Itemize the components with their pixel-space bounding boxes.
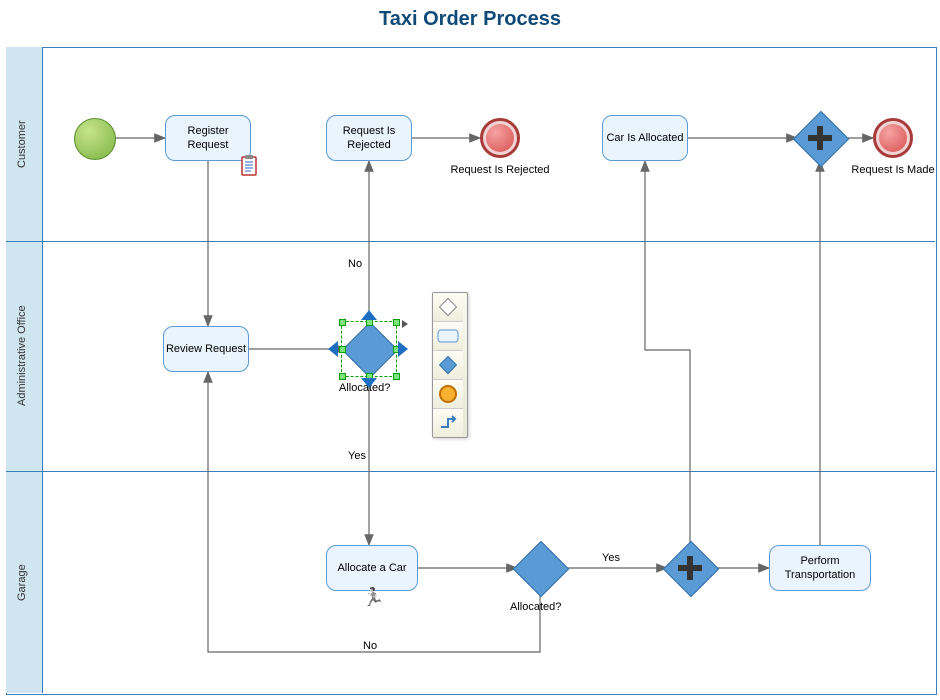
selection-handle-3[interactable] — [339, 346, 346, 353]
lane-divider-1 — [6, 241, 935, 242]
gateway-plus-v — [687, 556, 693, 580]
selection-arrow-down[interactable] — [361, 378, 377, 388]
end-event-inner — [879, 124, 907, 152]
task-review[interactable]: Review Request — [163, 326, 249, 372]
gateway-label-gw_alloc2: Allocated? — [510, 601, 600, 613]
toolbar-item-task-outline[interactable] — [433, 322, 463, 351]
edge-label-4: Yes — [348, 450, 366, 462]
start-event[interactable] — [74, 118, 116, 160]
end-event-label-end_made: Request Is Made — [838, 164, 940, 176]
task-rejected_msg[interactable]: Request Is Rejected — [326, 115, 412, 161]
gateway-plus-v — [817, 126, 823, 150]
task-allocated_msg[interactable]: Car Is Allocated — [602, 115, 688, 161]
edge-label-3: No — [348, 258, 362, 270]
edge-label-8: No — [363, 640, 377, 652]
selection-handle-2[interactable] — [393, 319, 400, 326]
selection-handle-5[interactable] — [339, 373, 346, 380]
toolbar-item-event-end[interactable] — [433, 380, 463, 409]
selection-arrow-up[interactable] — [361, 310, 377, 320]
clipboard-icon — [241, 155, 259, 177]
task-allocate_car[interactable]: Allocate a Car — [326, 545, 418, 591]
lane-label-2: Garage — [10, 471, 34, 695]
diagram-title: Taxi Order Process — [0, 8, 940, 31]
end-event-inner — [486, 124, 514, 152]
diagram-canvas[interactable]: Taxi Order Process CustomerAdministrative… — [0, 0, 940, 700]
toolbar-item-connector[interactable] — [433, 409, 463, 437]
toolbar-item-gateway-filled[interactable] — [433, 351, 463, 380]
selection-arrow-right[interactable] — [398, 341, 408, 357]
toolbar-item-gateway-outline[interactable] — [433, 293, 463, 322]
runner-icon: 🏃 — [362, 587, 384, 608]
selection-play-icon[interactable] — [402, 320, 408, 328]
selection-handle-7[interactable] — [393, 373, 400, 380]
lane-label-divider — [42, 47, 43, 693]
edge-label-7: Yes — [602, 552, 620, 564]
selection-arrow-left[interactable] — [328, 341, 338, 357]
end-event-label-end_rejected: Request Is Rejected — [445, 164, 555, 176]
lane-label-1: Administrative Office — [10, 241, 34, 471]
shape-toolbar[interactable] — [432, 292, 468, 438]
end-event-end_rejected[interactable] — [480, 118, 520, 158]
gateway-label-gw_alloc1: Allocated? — [339, 382, 429, 394]
task-perform[interactable]: Perform Transportation — [769, 545, 871, 591]
task-register[interactable]: Register Request — [165, 115, 251, 161]
lane-divider-2 — [6, 471, 935, 472]
selection-handle-1[interactable] — [366, 319, 373, 326]
lane-label-0: Customer — [10, 47, 34, 241]
selection-handle-0[interactable] — [339, 319, 346, 326]
end-event-end_made[interactable] — [873, 118, 913, 158]
